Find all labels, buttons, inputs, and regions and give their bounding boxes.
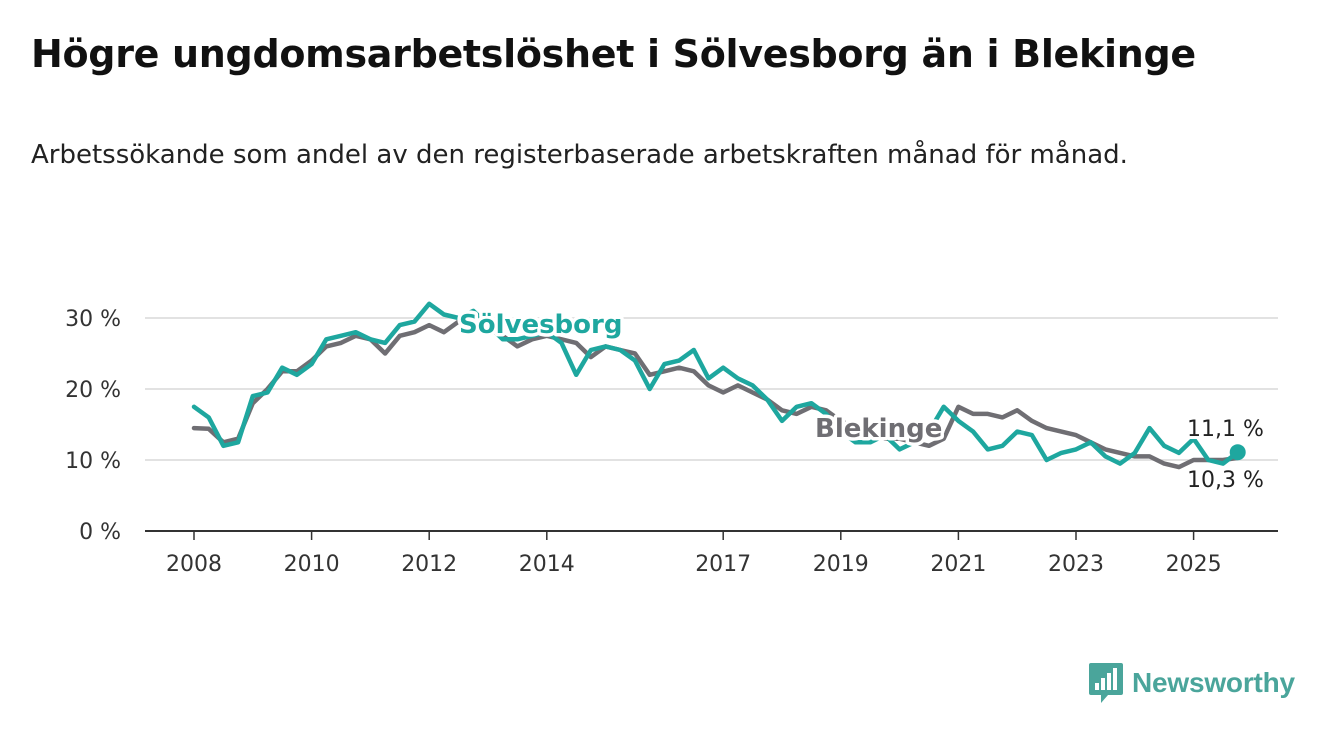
- x-tick-label: 2023: [1048, 552, 1104, 577]
- y-tick-label: 20 %: [65, 378, 121, 403]
- x-tick-label: 2025: [1166, 552, 1222, 577]
- line-chart: 0 % 10 % 20 % 30 % 2008 2010 2012 2014 2017 2019…: [65, 301, 1278, 577]
- series-label-solvesborg: Sölvesborg: [459, 310, 622, 340]
- x-tick-label: 2014: [519, 552, 575, 577]
- x-tick-label: 2017: [695, 552, 751, 577]
- bar-chart-bubble-icon: [1089, 663, 1123, 703]
- y-tick-label: 30 %: [65, 307, 121, 332]
- series-line-solvesborg: [191, 301, 1240, 466]
- x-axis-ticks: 2008 2010 2012 2014 2017 2019 2021 2023 2025: [145, 530, 1278, 577]
- y-axis-ticks: 0 % 10 % 20 % 30 %: [65, 307, 121, 545]
- x-tick-label: 2019: [813, 552, 869, 577]
- brand-name: Newsworthy: [1132, 667, 1295, 698]
- x-tick-label: 2008: [166, 552, 222, 577]
- series-lines: [191, 301, 1246, 470]
- x-tick-label: 2010: [284, 552, 340, 577]
- y-tick-label: 10 %: [65, 449, 121, 474]
- chart-subtitle: Arbetssökande som andel av den registerb…: [31, 140, 1128, 170]
- series-end-point-solvesborg: [1229, 444, 1246, 461]
- series-label-blekinge: Blekinge: [815, 414, 942, 444]
- series-labels: Sölvesborg Blekinge 11,1 % 10,3 %: [456, 307, 1267, 497]
- y-tick-label: 0 %: [79, 520, 121, 545]
- x-tick-label: 2012: [401, 552, 457, 577]
- end-value-label-blekinge: 10,3 %: [1187, 468, 1264, 493]
- chart-title: Högre ungdomsarbetslöshet i Sölvesborg ä…: [31, 32, 1196, 76]
- newsworthy-logo: Newsworthy: [1088, 660, 1295, 706]
- x-tick-label: 2021: [930, 552, 986, 577]
- end-value-label-solvesborg: 11,1 %: [1187, 417, 1264, 442]
